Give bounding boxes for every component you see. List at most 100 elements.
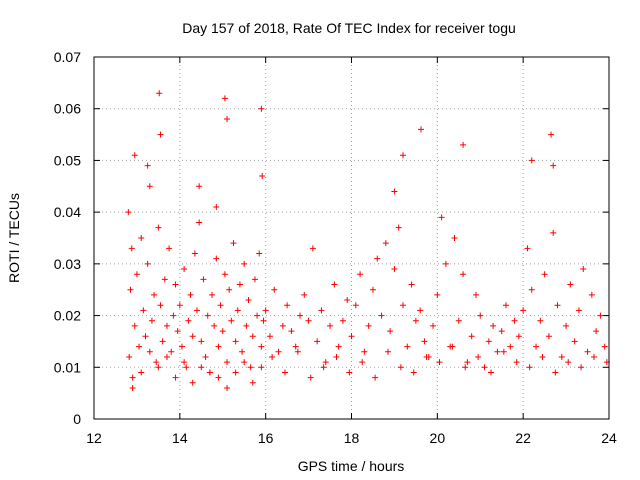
data-point — [245, 297, 252, 304]
x-tick-label: 18 — [344, 430, 360, 446]
data-point — [494, 348, 501, 355]
data-point — [128, 245, 135, 252]
data-point — [148, 317, 155, 324]
data-point — [374, 255, 381, 262]
x-tick-label: 12 — [86, 430, 102, 446]
data-point — [129, 374, 136, 381]
data-point — [528, 286, 535, 293]
data-point — [224, 116, 231, 123]
data-point — [191, 250, 198, 257]
data-point — [320, 364, 327, 371]
x-tick-label: 20 — [430, 430, 446, 446]
data-point — [503, 302, 509, 309]
data-point — [181, 266, 188, 273]
data-point — [187, 291, 194, 298]
data-point — [178, 343, 185, 350]
data-point — [418, 126, 425, 133]
y-tick-label: 0.07 — [54, 49, 81, 65]
data-point — [258, 343, 265, 350]
data-point — [258, 105, 265, 112]
data-point — [550, 162, 557, 169]
data-point — [196, 219, 203, 226]
data-point — [346, 369, 353, 376]
data-point — [239, 348, 246, 355]
data-point — [213, 203, 220, 210]
data-point — [185, 317, 192, 324]
data-point — [575, 307, 582, 314]
data-point — [417, 307, 424, 314]
data-point — [485, 338, 492, 345]
data-point — [314, 338, 321, 345]
data-point — [284, 302, 291, 309]
data-point — [243, 322, 250, 329]
x-tick-label: 14 — [172, 430, 188, 446]
data-point — [490, 322, 497, 329]
data-point — [455, 317, 462, 324]
data-point — [539, 353, 546, 360]
data-point — [156, 90, 163, 97]
data-point — [395, 224, 402, 231]
data-point — [161, 276, 168, 283]
data-point — [198, 364, 205, 371]
data-point — [157, 131, 164, 138]
data-point — [397, 364, 404, 371]
data-point — [204, 312, 211, 319]
data-point — [305, 317, 312, 324]
y-tick-label: 0.05 — [54, 152, 81, 168]
data-point — [436, 359, 443, 366]
data-point — [384, 348, 391, 355]
data-point — [260, 317, 267, 324]
data-point — [127, 286, 134, 293]
data-point — [460, 141, 467, 148]
data-point — [200, 276, 207, 283]
data-point — [215, 374, 222, 381]
data-point — [172, 374, 179, 381]
data-point — [221, 271, 228, 278]
data-point — [322, 359, 329, 366]
data-point — [144, 260, 151, 267]
data-point — [249, 379, 256, 386]
data-point — [524, 245, 531, 252]
data-point — [183, 364, 190, 371]
data-point — [372, 374, 379, 381]
data-point — [352, 302, 359, 309]
data-point — [333, 353, 340, 360]
data-point — [348, 333, 355, 340]
data-point — [196, 183, 203, 190]
data-point — [563, 322, 570, 329]
data-point — [232, 369, 239, 376]
data-point — [442, 260, 449, 267]
data-point — [404, 343, 411, 350]
data-point — [365, 322, 372, 329]
data-point — [451, 235, 458, 241]
data-point — [309, 245, 316, 252]
data-point — [271, 286, 278, 293]
data-point — [146, 183, 153, 190]
data-point — [217, 302, 224, 309]
data-point — [262, 307, 269, 314]
data-point — [224, 359, 231, 366]
data-point — [206, 369, 213, 376]
data-point — [254, 312, 261, 319]
data-point — [567, 281, 574, 288]
data-point — [558, 353, 565, 360]
data-point — [449, 343, 456, 350]
data-point — [142, 333, 149, 340]
data-point — [155, 224, 162, 231]
data-point — [533, 343, 540, 350]
data-point — [181, 359, 188, 366]
data-point — [226, 286, 233, 293]
data-point — [241, 260, 248, 267]
x-axis-label: GPS time / hours — [298, 458, 405, 474]
data-point — [464, 359, 471, 366]
data-point — [554, 302, 561, 309]
data-point — [571, 338, 578, 345]
data-point — [584, 348, 591, 355]
data-point — [327, 322, 334, 329]
data-point — [548, 131, 555, 138]
data-point — [468, 333, 475, 340]
x-tick-label: 22 — [515, 430, 531, 446]
data-point — [382, 240, 389, 247]
